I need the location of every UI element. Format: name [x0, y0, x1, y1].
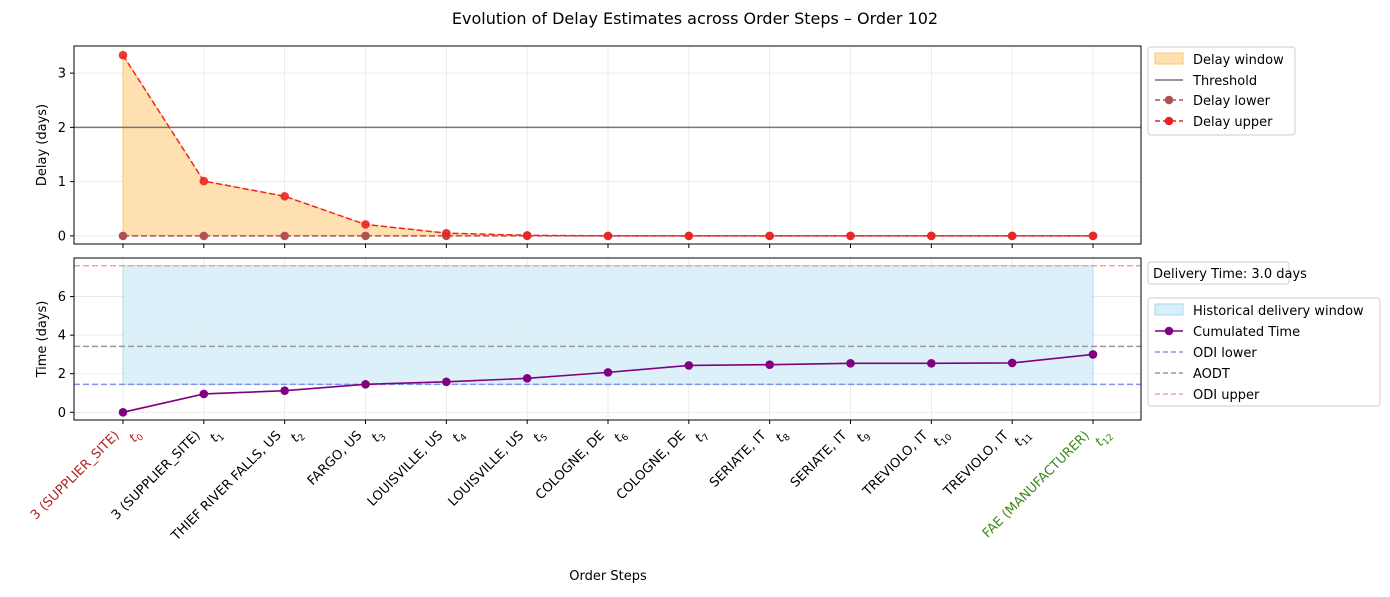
historical-window-area: [122, 265, 1094, 385]
bottom-y-tick-label: 4: [58, 329, 66, 344]
legend-odi-upper-label: ODI upper: [1193, 388, 1260, 403]
legend-cumulated-marker: [1164, 326, 1174, 336]
legend-delay-window-swatch: [1154, 52, 1184, 65]
bottom-y-tick-label: 0: [58, 406, 66, 421]
bottom-legend-box: [1147, 297, 1381, 407]
delay-upper-point: [765, 231, 774, 241]
x-tick-labels: 3 (SUPPLIER_SITE) t03 (SUPPLIER_SITE) t1TH…: [28, 417, 1116, 544]
delay-upper-point: [1088, 231, 1098, 241]
bottom-y-tick-label: 6: [58, 290, 66, 305]
top-y-axis-label: Delay (days): [35, 104, 50, 186]
chart-title: Evolution of Delay Estimates across Orde…: [452, 9, 938, 28]
delay-lower-point: [118, 231, 128, 241]
legend-delay-window-label: Delay window: [1193, 53, 1284, 68]
delay-upper-point: [927, 231, 936, 241]
delay-lower-point: [361, 231, 370, 241]
delay-upper-point: [199, 176, 209, 186]
bottom-y-axis-label: Time (days): [35, 301, 50, 379]
x-tick-label: 3 (SUPPLIER_SITE) t0: [28, 417, 146, 535]
delay-upper-point: [280, 191, 289, 201]
x-tick-label: TREVIOLO, ITt10: [860, 417, 955, 512]
delay-upper-point: [442, 228, 451, 238]
top-y-tick-label: 2: [58, 121, 66, 136]
legend-threshold-label: Threshold: [1192, 74, 1257, 89]
delay-lower-point: [280, 231, 289, 241]
cumulated-time-point: [280, 386, 289, 395]
cumulated-time-point: [118, 407, 128, 417]
cumulated-time-point: [684, 361, 694, 370]
top-y-tick-label: 3: [58, 67, 66, 82]
top-legend: Delay window Threshold Delay lower Delay up…: [1147, 46, 1296, 136]
delay-upper-point: [118, 50, 128, 60]
delivery-time-text: Delivery Time: 3.0 days: [1153, 267, 1307, 282]
cumulated-time-point: [765, 360, 774, 369]
delay-upper-point: [684, 231, 694, 241]
delay-upper-point: [603, 231, 613, 241]
bottom-y-tick-label: 2: [58, 367, 66, 382]
x-tick-label: COLOGNE, DE t7: [614, 417, 712, 515]
cumulated-time-point: [442, 377, 451, 387]
legend-delay-lower-label: Delay lower: [1193, 94, 1271, 109]
top-y-tick-label: 1: [58, 175, 66, 190]
x-tick-label: SERIATE, IT t8: [707, 417, 793, 503]
x-tick-label: COLOGNE, DE t6: [533, 417, 631, 515]
legend-delay-lower-marker: [1164, 95, 1174, 105]
cumulated-time-point: [1007, 358, 1017, 368]
cumulated-time-point: [522, 374, 532, 383]
legend-cumulated-label: Cumulated Time: [1193, 325, 1300, 340]
cumulated-time-point: [361, 380, 370, 389]
legend-aodt-label: AODT: [1193, 367, 1230, 382]
time-plot: 0 2 4 6 Time (days) Delivery Time: 3.0 days Hi…: [35, 257, 1381, 424]
legend-hist-window-swatch: [1154, 303, 1184, 316]
top-y-tick-label: 0: [58, 229, 66, 244]
delay-upper-point: [1007, 231, 1017, 241]
legend-hist-window-label: Historical delivery window: [1193, 304, 1364, 319]
cumulated-time-point: [199, 389, 209, 399]
delivery-time-box: [1147, 261, 1290, 285]
delay-upper-point: [522, 231, 532, 240]
cumulated-time-point: [603, 368, 613, 377]
x-axis-label: Order Steps: [569, 569, 647, 584]
delay-lower-point: [199, 231, 209, 241]
delay-upper-point: [361, 220, 370, 229]
legend-delay-upper-marker: [1164, 116, 1174, 126]
bottom-legend: Historical delivery window Cumulated Time…: [1147, 297, 1381, 407]
legend-delay-upper-label: Delay upper: [1193, 115, 1273, 130]
legend-odi-lower-label: ODI lower: [1193, 346, 1257, 361]
cumulated-time-point: [1088, 350, 1098, 359]
cumulated-time-point: [927, 359, 936, 368]
top-legend-box: [1147, 46, 1296, 136]
cumulated-time-point: [846, 359, 855, 368]
delay-upper-point: [846, 231, 855, 241]
